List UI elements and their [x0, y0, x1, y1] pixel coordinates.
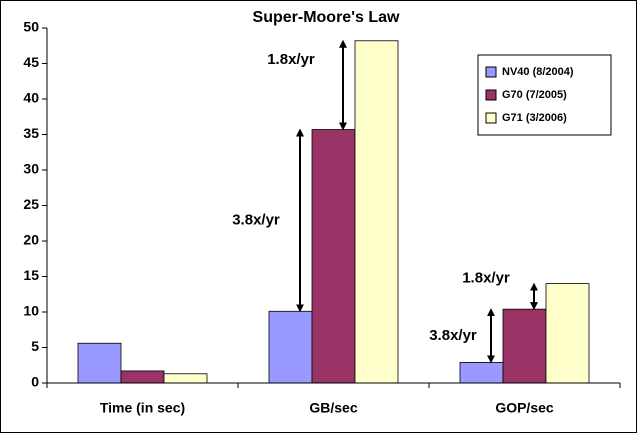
bar: [502, 308, 547, 384]
legend-swatch: [485, 112, 497, 124]
y-tick-label: 50: [23, 19, 39, 35]
legend-label: NV40 (8/2004): [502, 66, 574, 78]
y-tick-label: 40: [23, 90, 39, 106]
y-tick-label: 20: [23, 232, 39, 248]
annotation: 3.8x/yr: [429, 327, 477, 344]
y-tick-label: 35: [23, 125, 39, 141]
annotation: 1.8x/yr: [462, 269, 510, 286]
legend-box: [477, 54, 612, 136]
bar: [77, 342, 122, 384]
x-tick-label: GB/sec: [309, 400, 357, 416]
legend-swatch: [485, 89, 497, 101]
bar: [120, 370, 165, 384]
legend-label: G70 (7/2005): [502, 89, 567, 101]
bar: [354, 40, 399, 384]
x-tick-label: Time (in sec): [100, 400, 185, 416]
y-tick-label: 30: [23, 161, 39, 177]
bar: [268, 310, 313, 384]
y-tick-label: 15: [23, 267, 39, 283]
y-tick-label: 45: [23, 54, 39, 70]
bar: [311, 129, 356, 384]
y-tick-label: 10: [23, 303, 39, 319]
bar: [545, 283, 590, 384]
legend-swatch: [485, 66, 497, 78]
bar: [163, 373, 208, 384]
bar: [459, 362, 504, 384]
annotation: 3.8x/yr: [232, 211, 280, 228]
y-tick-label: 5: [31, 338, 39, 354]
chart-title: Super-Moore's Law: [253, 9, 400, 26]
y-tick-label: 25: [23, 196, 39, 212]
x-tick-label: GOP/sec: [495, 400, 554, 416]
annotation: 1.8x/yr: [267, 51, 315, 68]
y-tick-label: 0: [31, 374, 39, 390]
legend-label: G71 (3/2006): [502, 112, 567, 124]
